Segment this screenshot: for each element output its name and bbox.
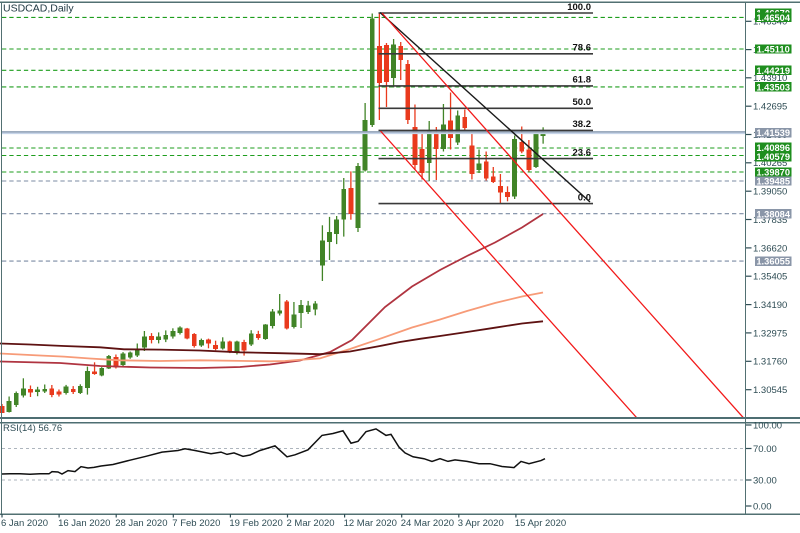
- svg-text:RSI(14) 56.76: RSI(14) 56.76: [3, 423, 62, 434]
- svg-text:0.00: 0.00: [753, 501, 772, 512]
- svg-text:1.42695: 1.42695: [753, 102, 787, 113]
- svg-text:28 Jan 2020: 28 Jan 2020: [115, 518, 167, 529]
- svg-text:1.34190: 1.34190: [753, 300, 787, 311]
- svg-text:1.37835: 1.37835: [753, 215, 787, 226]
- svg-text:1.36055: 1.36055: [756, 257, 790, 267]
- svg-text:1.32975: 1.32975: [753, 328, 787, 339]
- svg-text:1.46504: 1.46504: [756, 13, 790, 23]
- svg-text:23.6: 23.6: [573, 147, 592, 158]
- svg-text:1.38084: 1.38084: [756, 209, 790, 219]
- svg-text:1.46340: 1.46340: [753, 17, 787, 28]
- svg-text:1.39050: 1.39050: [753, 187, 787, 198]
- svg-text:30.00: 30.00: [753, 475, 777, 486]
- svg-text:100.0: 100.0: [567, 2, 591, 13]
- svg-text:2 Mar 2020: 2 Mar 2020: [287, 518, 335, 529]
- svg-text:24 Mar 2020: 24 Mar 2020: [401, 518, 454, 529]
- svg-text:78.6: 78.6: [573, 43, 592, 54]
- svg-text:1.41539: 1.41539: [756, 128, 790, 138]
- svg-text:1.40265: 1.40265: [753, 158, 787, 169]
- svg-text:1.36620: 1.36620: [753, 243, 787, 254]
- svg-text:1.39485: 1.39485: [756, 177, 790, 187]
- svg-text:15 Apr 2020: 15 Apr 2020: [515, 518, 566, 529]
- svg-text:19 Feb 2020: 19 Feb 2020: [229, 518, 282, 529]
- svg-text:1.35405: 1.35405: [753, 272, 787, 283]
- svg-text:6 Jan 2020: 6 Jan 2020: [1, 518, 48, 529]
- svg-text:1.40896: 1.40896: [756, 143, 790, 153]
- svg-text:61.8: 61.8: [573, 75, 592, 86]
- svg-text:16 Jan 2020: 16 Jan 2020: [58, 518, 110, 529]
- svg-text:1.31760: 1.31760: [753, 357, 787, 368]
- svg-text:50.0: 50.0: [573, 97, 592, 108]
- svg-text:USDCAD,Daily: USDCAD,Daily: [3, 3, 74, 15]
- svg-text:1.40579: 1.40579: [756, 152, 790, 162]
- svg-text:70.00: 70.00: [753, 444, 777, 455]
- svg-text:1.43910: 1.43910: [753, 73, 787, 84]
- svg-text:1.45110: 1.45110: [757, 45, 790, 55]
- svg-text:38.2: 38.2: [573, 119, 592, 130]
- svg-text:7 Feb 2020: 7 Feb 2020: [172, 518, 220, 529]
- svg-text:3 Apr 2020: 3 Apr 2020: [458, 518, 504, 529]
- svg-text:100.00: 100.00: [753, 420, 782, 431]
- svg-text:1.44219: 1.44219: [756, 66, 790, 76]
- svg-text:1.39870: 1.39870: [756, 168, 790, 178]
- svg-text:1.30545: 1.30545: [753, 385, 787, 396]
- svg-text:0.0: 0.0: [578, 192, 591, 203]
- svg-text:12 Mar 2020: 12 Mar 2020: [344, 518, 397, 529]
- svg-text:1.43503: 1.43503: [756, 83, 790, 93]
